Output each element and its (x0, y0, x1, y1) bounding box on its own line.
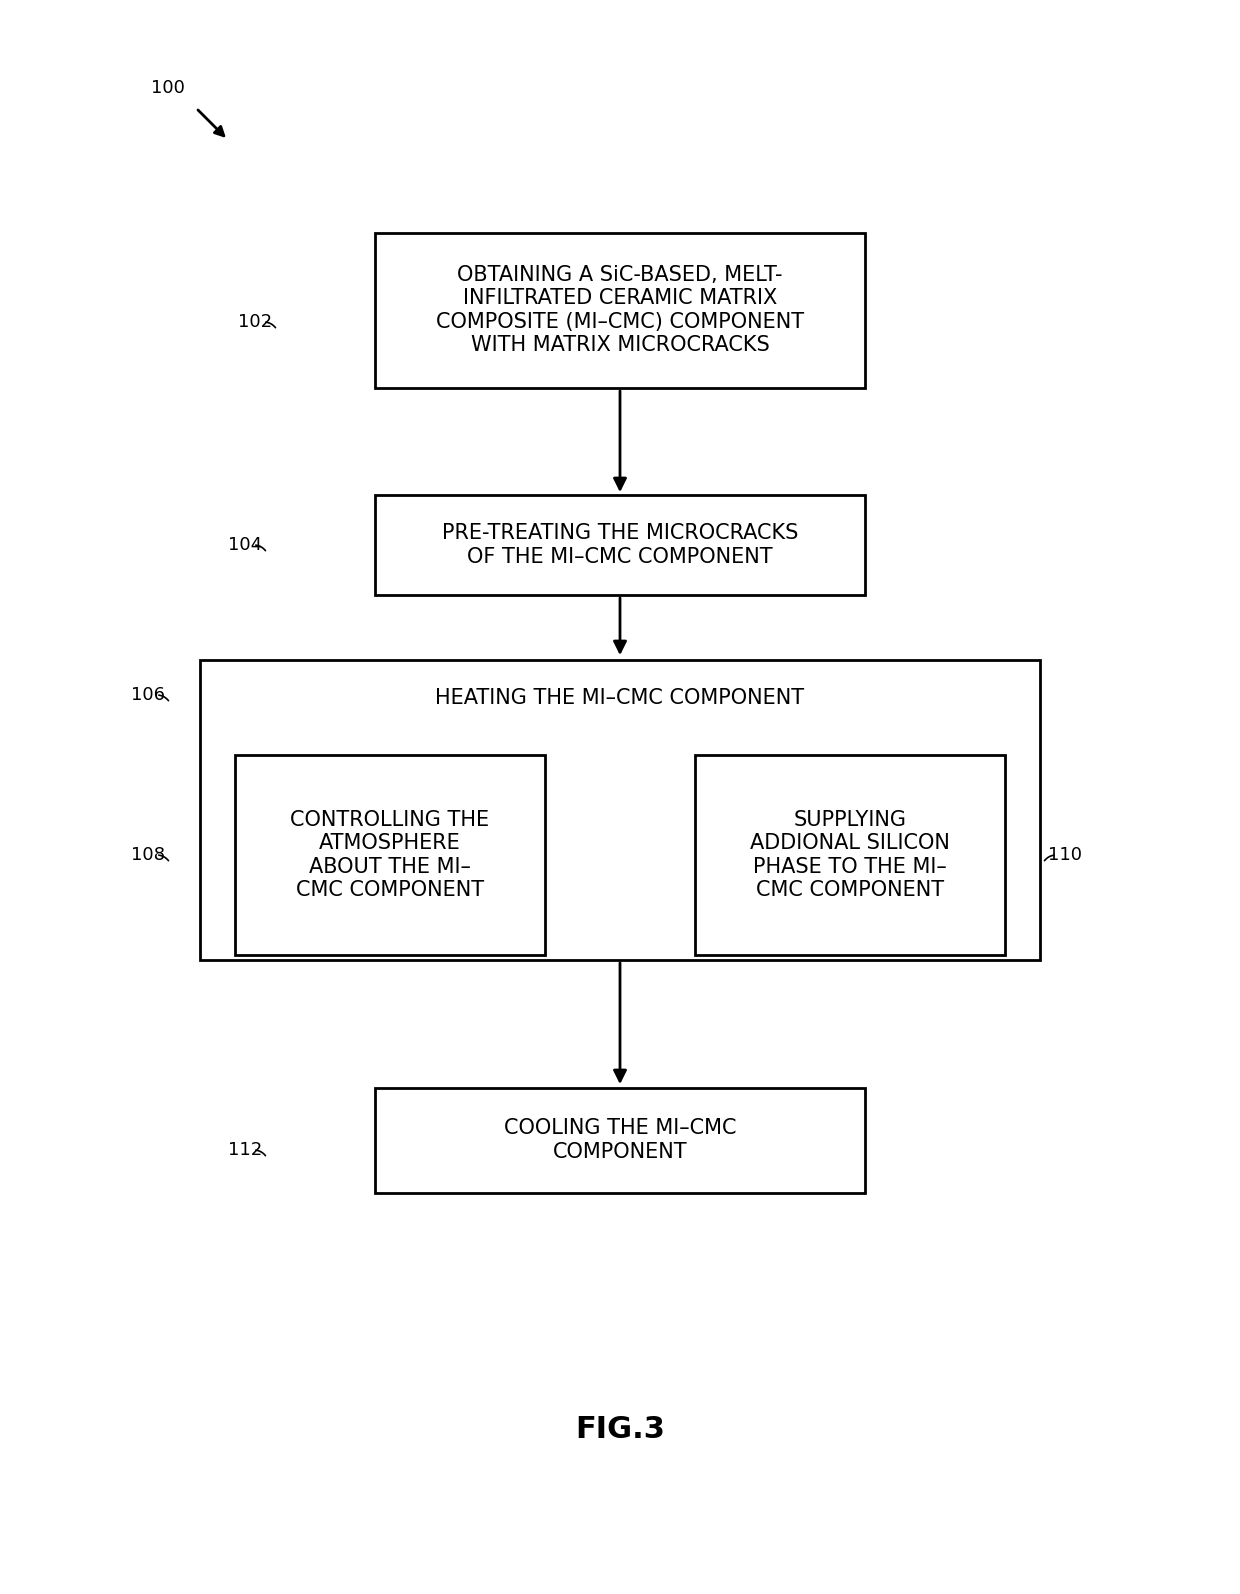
Text: HEATING THE MI–CMC COMPONENT: HEATING THE MI–CMC COMPONENT (435, 689, 805, 708)
Bar (236, 756, 546, 955)
Text: CONTROLLING THE
ATMOSPHERE
ABOUT THE MI–
CMC COMPONENT: CONTROLLING THE ATMOSPHERE ABOUT THE MI–… (290, 810, 490, 899)
Bar (374, 233, 866, 387)
Text: FIG.3: FIG.3 (575, 1415, 665, 1444)
Text: OBTAINING A SiC-BASED, MELT-
INFILTRATED CERAMIC MATRIX
COMPOSITE (MI–CMC) COMPO: OBTAINING A SiC-BASED, MELT- INFILTRATED… (436, 265, 804, 355)
Text: SUPPLYING
ADDIONAL SILICON
PHASE TO THE MI–
CMC COMPONENT: SUPPLYING ADDIONAL SILICON PHASE TO THE … (750, 810, 950, 899)
Text: COOLING THE MI–CMC
COMPONENT: COOLING THE MI–CMC COMPONENT (503, 1119, 737, 1162)
Bar (374, 496, 866, 595)
Text: 110: 110 (1048, 846, 1083, 864)
Text: 106: 106 (131, 685, 165, 705)
Text: PRE-TREATING THE MICROCRACKS
OF THE MI–CMC COMPONENT: PRE-TREATING THE MICROCRACKS OF THE MI–C… (441, 523, 799, 566)
Text: 100: 100 (151, 80, 185, 97)
Text: 112: 112 (228, 1141, 262, 1159)
Text: 108: 108 (131, 846, 165, 864)
Bar (694, 756, 1004, 955)
Bar (374, 1087, 866, 1192)
Bar (200, 660, 1040, 960)
Text: 104: 104 (228, 536, 262, 555)
Text: 102: 102 (238, 312, 272, 332)
